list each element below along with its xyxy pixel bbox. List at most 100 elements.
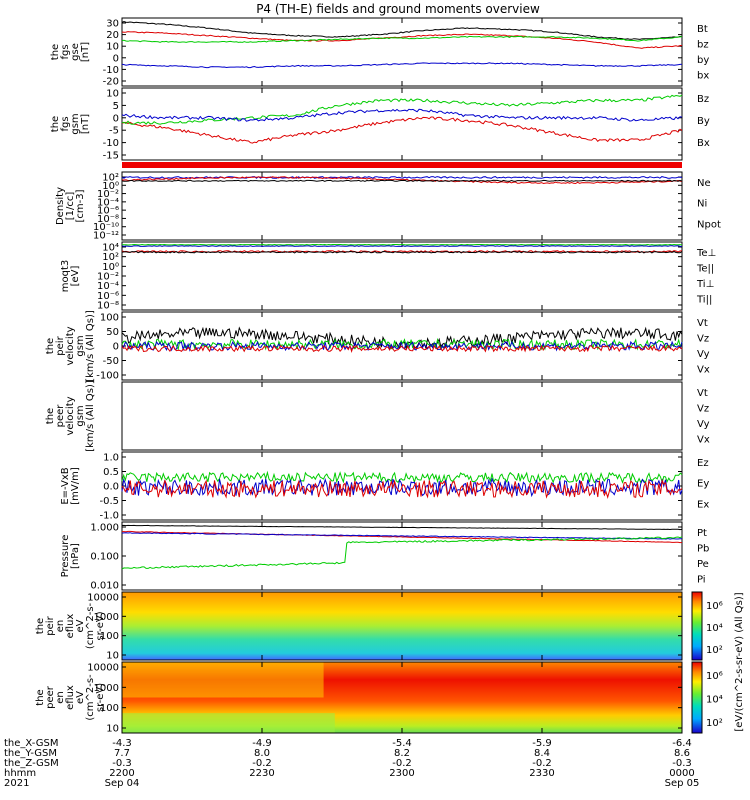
y-axis-label: [nT] [80,114,91,134]
y-tick-label: 0.100 [90,552,119,563]
y-axis-label: [km/s (All Qs)] [85,310,96,382]
y-tick-label: -0.5 [99,496,119,507]
series-Vy [121,337,683,351]
axis-row-value: -0.2 [252,758,272,769]
legend-by: by [697,55,709,66]
colorbar-tick-label: 10⁶ [706,671,723,682]
y-tick-label: 10² [102,252,119,263]
y-tick-label: 10⁰ [102,181,119,192]
axis-row-value: 8.6 [674,748,690,759]
legend-Ex: Ex [697,499,709,510]
y-axis-label: the [50,44,61,60]
y-axis-label: gsm [75,405,86,426]
y-axis-label: sr-eV) [95,611,106,640]
series-Ne [122,176,683,185]
legend-Ey: Ey [697,479,709,490]
colorbar-tick-label: 10⁴ [706,695,723,706]
axis-row-value: 8.0 [254,748,270,759]
colorbar [691,591,703,661]
y-axis-label: velocity [65,396,76,435]
y-tick-label: 10 [106,89,119,100]
y-tick-label: 20 [106,30,119,41]
y-axis-label: the [35,618,46,634]
legend-Vt: Vt [697,318,708,329]
y-tick-label: 100 [100,631,119,642]
series-Bx [121,108,683,122]
legend-Vz: Vz [697,404,709,415]
series-Pi [121,532,683,540]
peir-spec-image [122,592,682,660]
series-Bz [121,116,683,144]
colorbar-label: [eV/(cm^2-s-sr-eV) (All Qs)] [734,592,745,731]
y-tick-label: 10⁰ [102,262,119,273]
axis-row-label: the_Y-GSM [4,748,57,759]
y-tick-label: -100 [96,371,119,382]
y-axis-label: the [45,408,56,424]
y-axis-label: (cm^2-s- [85,602,96,649]
axis-row-value: -0.3 [112,758,132,769]
legend-Bt: Bt [697,24,708,35]
y-tick-label: 0.5 [103,467,119,478]
axis-row-value: Sep 04 [105,778,140,789]
y-axis-label: [nPa] [70,543,81,569]
red-separator-bar [122,162,682,168]
axis-row-value: 7.7 [114,748,130,759]
legend-Ti||: Ti|| [696,295,712,306]
axis-row-value: -0.2 [532,758,552,769]
y-axis-label: fgs [60,44,71,59]
legend-Bz: Bz [697,94,709,105]
y-tick-label: 1000 [94,612,119,623]
axis-row-value: 8.4 [534,748,550,759]
page-title: P4 (TH-E) fields and ground moments over… [256,2,540,16]
axis-row-value: -0.3 [672,758,692,769]
y-tick-label: 10⁻⁶ [97,291,119,302]
y-tick-label: -10 [103,138,119,149]
y-axis-label: [1/cc] [65,192,76,221]
y-tick-label: 10⁻¹² [93,231,119,242]
y-tick-label: 10⁻⁴ [97,281,119,292]
y-tick-label: 5 [113,101,119,112]
y-axis-label: moqt3 [60,260,71,293]
series-Ti-perp [121,245,682,247]
axis-row-value: 8.2 [394,748,410,759]
colorbar [691,661,703,734]
legend-Ez: Ez [697,458,709,469]
axis-row-value: -6.4 [672,738,692,749]
series-by [121,35,683,43]
y-tick-label: 10⁻⁴ [97,197,119,208]
y-axis-label: Pressure [60,535,71,578]
high-energy-band [122,662,324,698]
y-tick-label: 0.010 [90,581,119,592]
y-tick-label: -5 [109,126,119,137]
axis-row-value: -4.9 [252,738,272,749]
y-tick-label: 10 [106,724,119,735]
y-tick-label: -10 [103,65,119,76]
y-axis-label: eV [75,691,86,704]
y-tick-label: 30 [106,19,119,30]
peer-velocity-frame [121,381,683,451]
y-axis-label: the [45,338,56,354]
y-axis-label: the [50,116,61,132]
y-tick-label: 10000 [87,593,119,604]
y-tick-label: 100 [100,703,119,714]
axis-row-label: the_Z-GSM [4,758,59,769]
legend-Npot: Npot [697,219,721,230]
colorbar-tick-label: 10² [706,645,723,656]
legend-Vx: Vx [697,365,710,376]
y-axis-label: [km/s (All Qs)] [85,380,96,452]
y-axis-label: fgs [60,116,71,131]
legend-Vz: Vz [697,334,709,345]
y-axis-label: eV [75,619,86,632]
y-axis-label: [mV/m] [70,467,81,505]
colorbar-tick-label: 10⁶ [706,601,723,612]
y-axis-label: eflux [65,614,76,639]
series-Ey [121,470,683,485]
series-Ez [121,478,683,499]
axis-row-value: -4.3 [112,738,132,749]
fgs-gsm-frame [121,87,683,161]
legend-Vy: Vy [697,419,710,430]
axis-row-value: 2330 [529,768,554,779]
low-energy-band [122,713,335,733]
legend-Ne: Ne [697,178,711,189]
legend-Pt: Pt [697,528,707,539]
